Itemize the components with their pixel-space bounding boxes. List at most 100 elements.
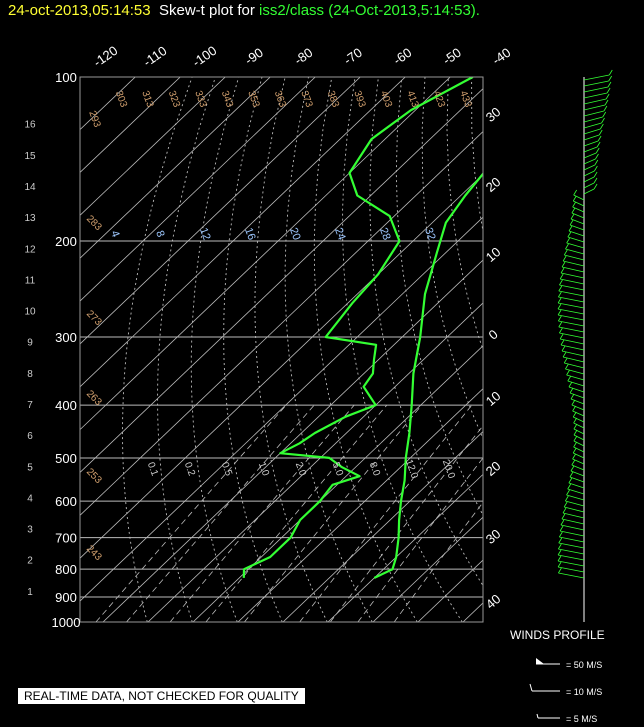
wind-barb bbox=[560, 272, 585, 279]
mixing-ratio-line bbox=[299, 404, 473, 622]
wind-barb-flag bbox=[597, 135, 602, 142]
theta-label: 433 bbox=[457, 89, 473, 109]
temp-label-right: 10 bbox=[483, 244, 504, 265]
isotherm-line bbox=[80, 77, 181, 174]
wind-barb bbox=[573, 422, 585, 429]
isotherm-line bbox=[553, 77, 644, 622]
wind-barb bbox=[583, 110, 605, 117]
mixing-label-top: 4 bbox=[108, 229, 121, 239]
wind-barb bbox=[583, 98, 607, 105]
height-label: 8 bbox=[27, 369, 33, 380]
wind-barb bbox=[572, 206, 585, 213]
wind-barb bbox=[583, 74, 610, 81]
isotherm-line bbox=[327, 473, 483, 622]
wind-barb bbox=[559, 536, 585, 543]
wind-barb-flag bbox=[560, 339, 565, 346]
wind-barb bbox=[573, 416, 585, 423]
wind-barb bbox=[562, 512, 585, 519]
wind-barb-flag bbox=[595, 147, 600, 154]
wind-barb bbox=[573, 194, 585, 201]
wind-barb bbox=[564, 362, 585, 369]
wind-barb-flag bbox=[557, 309, 562, 316]
wind-barb-flag bbox=[569, 219, 574, 226]
mixing-ratio-line bbox=[393, 501, 483, 622]
wind-barb bbox=[570, 470, 585, 477]
wind-barb bbox=[568, 482, 585, 489]
mixing-label-top: 8 bbox=[153, 229, 166, 239]
pressure-label: 600 bbox=[55, 494, 77, 509]
mixing-label-top: 28 bbox=[377, 226, 392, 242]
wind-barb bbox=[558, 566, 585, 573]
pressure-label: 700 bbox=[55, 531, 77, 546]
temp-label-right: 20 bbox=[483, 174, 504, 195]
wind-barb-flag bbox=[560, 267, 565, 274]
wind-barb bbox=[564, 254, 585, 261]
pressure-label: 1000 bbox=[52, 615, 81, 630]
wind-barb bbox=[558, 320, 585, 327]
wind-barb-flag bbox=[570, 393, 575, 400]
wind-barb-flag bbox=[558, 285, 563, 292]
wind-barb-flag bbox=[568, 477, 573, 484]
wind-barb bbox=[561, 518, 585, 525]
wind-barb bbox=[564, 506, 585, 513]
isotherm-line bbox=[80, 130, 483, 516]
temp-label-top: -100 bbox=[189, 43, 219, 70]
dry-adiabat-line bbox=[157, 77, 216, 622]
wind-barb-flag bbox=[572, 405, 576, 412]
wind-barb bbox=[573, 452, 585, 459]
height-label: 4 bbox=[27, 493, 33, 504]
wind-barb bbox=[573, 428, 585, 435]
wind-barb-flag bbox=[571, 459, 576, 466]
height-label: 9 bbox=[27, 338, 33, 349]
isotherm-line bbox=[80, 77, 226, 216]
header-title: Skew-t plot for bbox=[158, 2, 255, 19]
wind-barb bbox=[559, 284, 585, 291]
dry-adiabat-line bbox=[542, 77, 644, 622]
wind-barb-flag bbox=[561, 345, 566, 352]
dry-adiabat-line bbox=[635, 77, 644, 622]
height-label: 2 bbox=[27, 556, 33, 567]
temp-label-top: -40 bbox=[489, 45, 513, 68]
temp-label-right: 20 bbox=[483, 458, 504, 479]
wind-legend-10: = 10 M/S bbox=[566, 687, 603, 697]
wind-barb-flag bbox=[561, 261, 566, 268]
mixing-label-mid: 2.0 bbox=[293, 461, 308, 478]
header-timestamp: 24-oct-2013,05:14:53 bbox=[8, 2, 151, 19]
wind-barb bbox=[583, 152, 597, 159]
wind-barb bbox=[559, 332, 585, 339]
wind-barb-flag bbox=[557, 303, 562, 310]
pressure-label: 800 bbox=[55, 562, 77, 577]
wind-barb-flag bbox=[568, 225, 573, 232]
theta-label: 373 bbox=[298, 89, 314, 109]
wind-barb-flag bbox=[593, 177, 598, 184]
wind-barb bbox=[568, 230, 585, 237]
wind-barb bbox=[568, 386, 585, 393]
temp-label-right: 30 bbox=[483, 104, 504, 125]
mixing-label-top: 16 bbox=[242, 226, 257, 242]
temp-label-top: -50 bbox=[440, 45, 464, 68]
theta-label: 403 bbox=[378, 89, 394, 109]
wind-barb-flag bbox=[596, 141, 601, 148]
wind-barb-flag bbox=[593, 183, 598, 190]
height-label: 16 bbox=[24, 120, 36, 131]
wind-barb-flag bbox=[567, 483, 572, 490]
height-label: 13 bbox=[24, 213, 36, 224]
wind-barb bbox=[558, 542, 585, 549]
dry-adiabat-line bbox=[122, 77, 193, 622]
wind-barb bbox=[569, 476, 585, 483]
header-source: iss2/class (24-Oct-2013,5:14:53). bbox=[259, 2, 480, 19]
dry-adiabat-line bbox=[495, 77, 644, 622]
height-label: 1 bbox=[27, 587, 33, 598]
temp-label-top: -120 bbox=[90, 43, 120, 70]
legend-barb-5-tick bbox=[536, 713, 539, 719]
isotherm-line bbox=[282, 430, 483, 622]
height-label: 7 bbox=[27, 400, 33, 411]
wind-barb-flag bbox=[573, 441, 577, 448]
wind-barb-flag bbox=[557, 543, 562, 550]
theta-label: 303 bbox=[113, 89, 129, 109]
height-label: 12 bbox=[24, 244, 36, 255]
mixing-ratio-line bbox=[126, 404, 315, 622]
quality-notice: REAL-TIME DATA, NOT CHECKED FOR QUALITY bbox=[18, 688, 305, 704]
wind-barb bbox=[583, 170, 595, 177]
wind-barb-flag bbox=[600, 123, 604, 130]
